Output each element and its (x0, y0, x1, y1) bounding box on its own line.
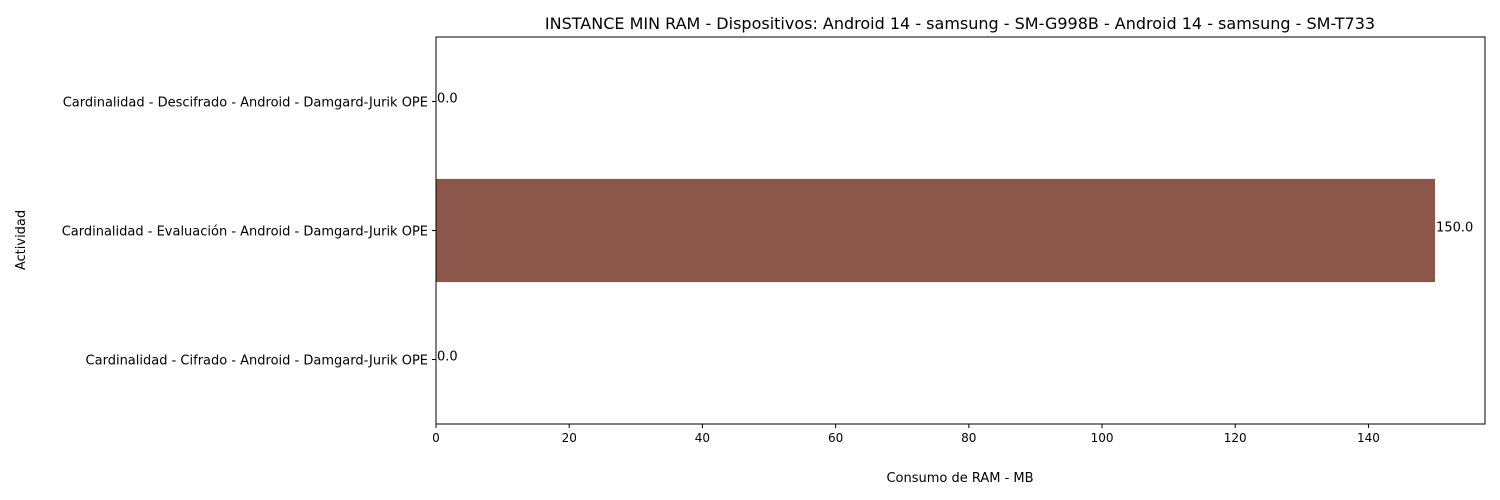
y-tick-label: Cardinalidad - Descifrado - Android - Da… (63, 96, 428, 111)
y-axis-label: Actividad (14, 210, 29, 270)
y-tick-label: Cardinalidad - Evaluación - Android - Da… (62, 225, 428, 240)
data-label: 150.0 (1436, 221, 1473, 236)
chart-title: INSTANCE MIN RAM - Dispositivos: Android… (545, 14, 1375, 33)
data-label: 0.0 (437, 92, 458, 107)
data-label: 0.0 (437, 350, 458, 365)
x-tick-label: 140 (1357, 431, 1380, 445)
x-tick-label: 40 (695, 431, 710, 445)
x-tick-label: 20 (562, 431, 577, 445)
x-tick-label: 0 (432, 431, 440, 445)
x-tick-label: 100 (1091, 431, 1114, 445)
plot-frame (435, 36, 1486, 425)
x-tick-label: 120 (1224, 431, 1247, 445)
y-tick-label: Cardinalidad - Cifrado - Android - Damga… (86, 354, 428, 369)
x-tick-label: 60 (828, 431, 843, 445)
x-tick-label: 80 (961, 431, 976, 445)
plot-area: 0.0 Cardinalidad - Descifrado - Android -… (62, 92, 1474, 446)
x-axis-label: Consumo de RAM - MB (886, 471, 1033, 486)
bar (436, 178, 1436, 283)
